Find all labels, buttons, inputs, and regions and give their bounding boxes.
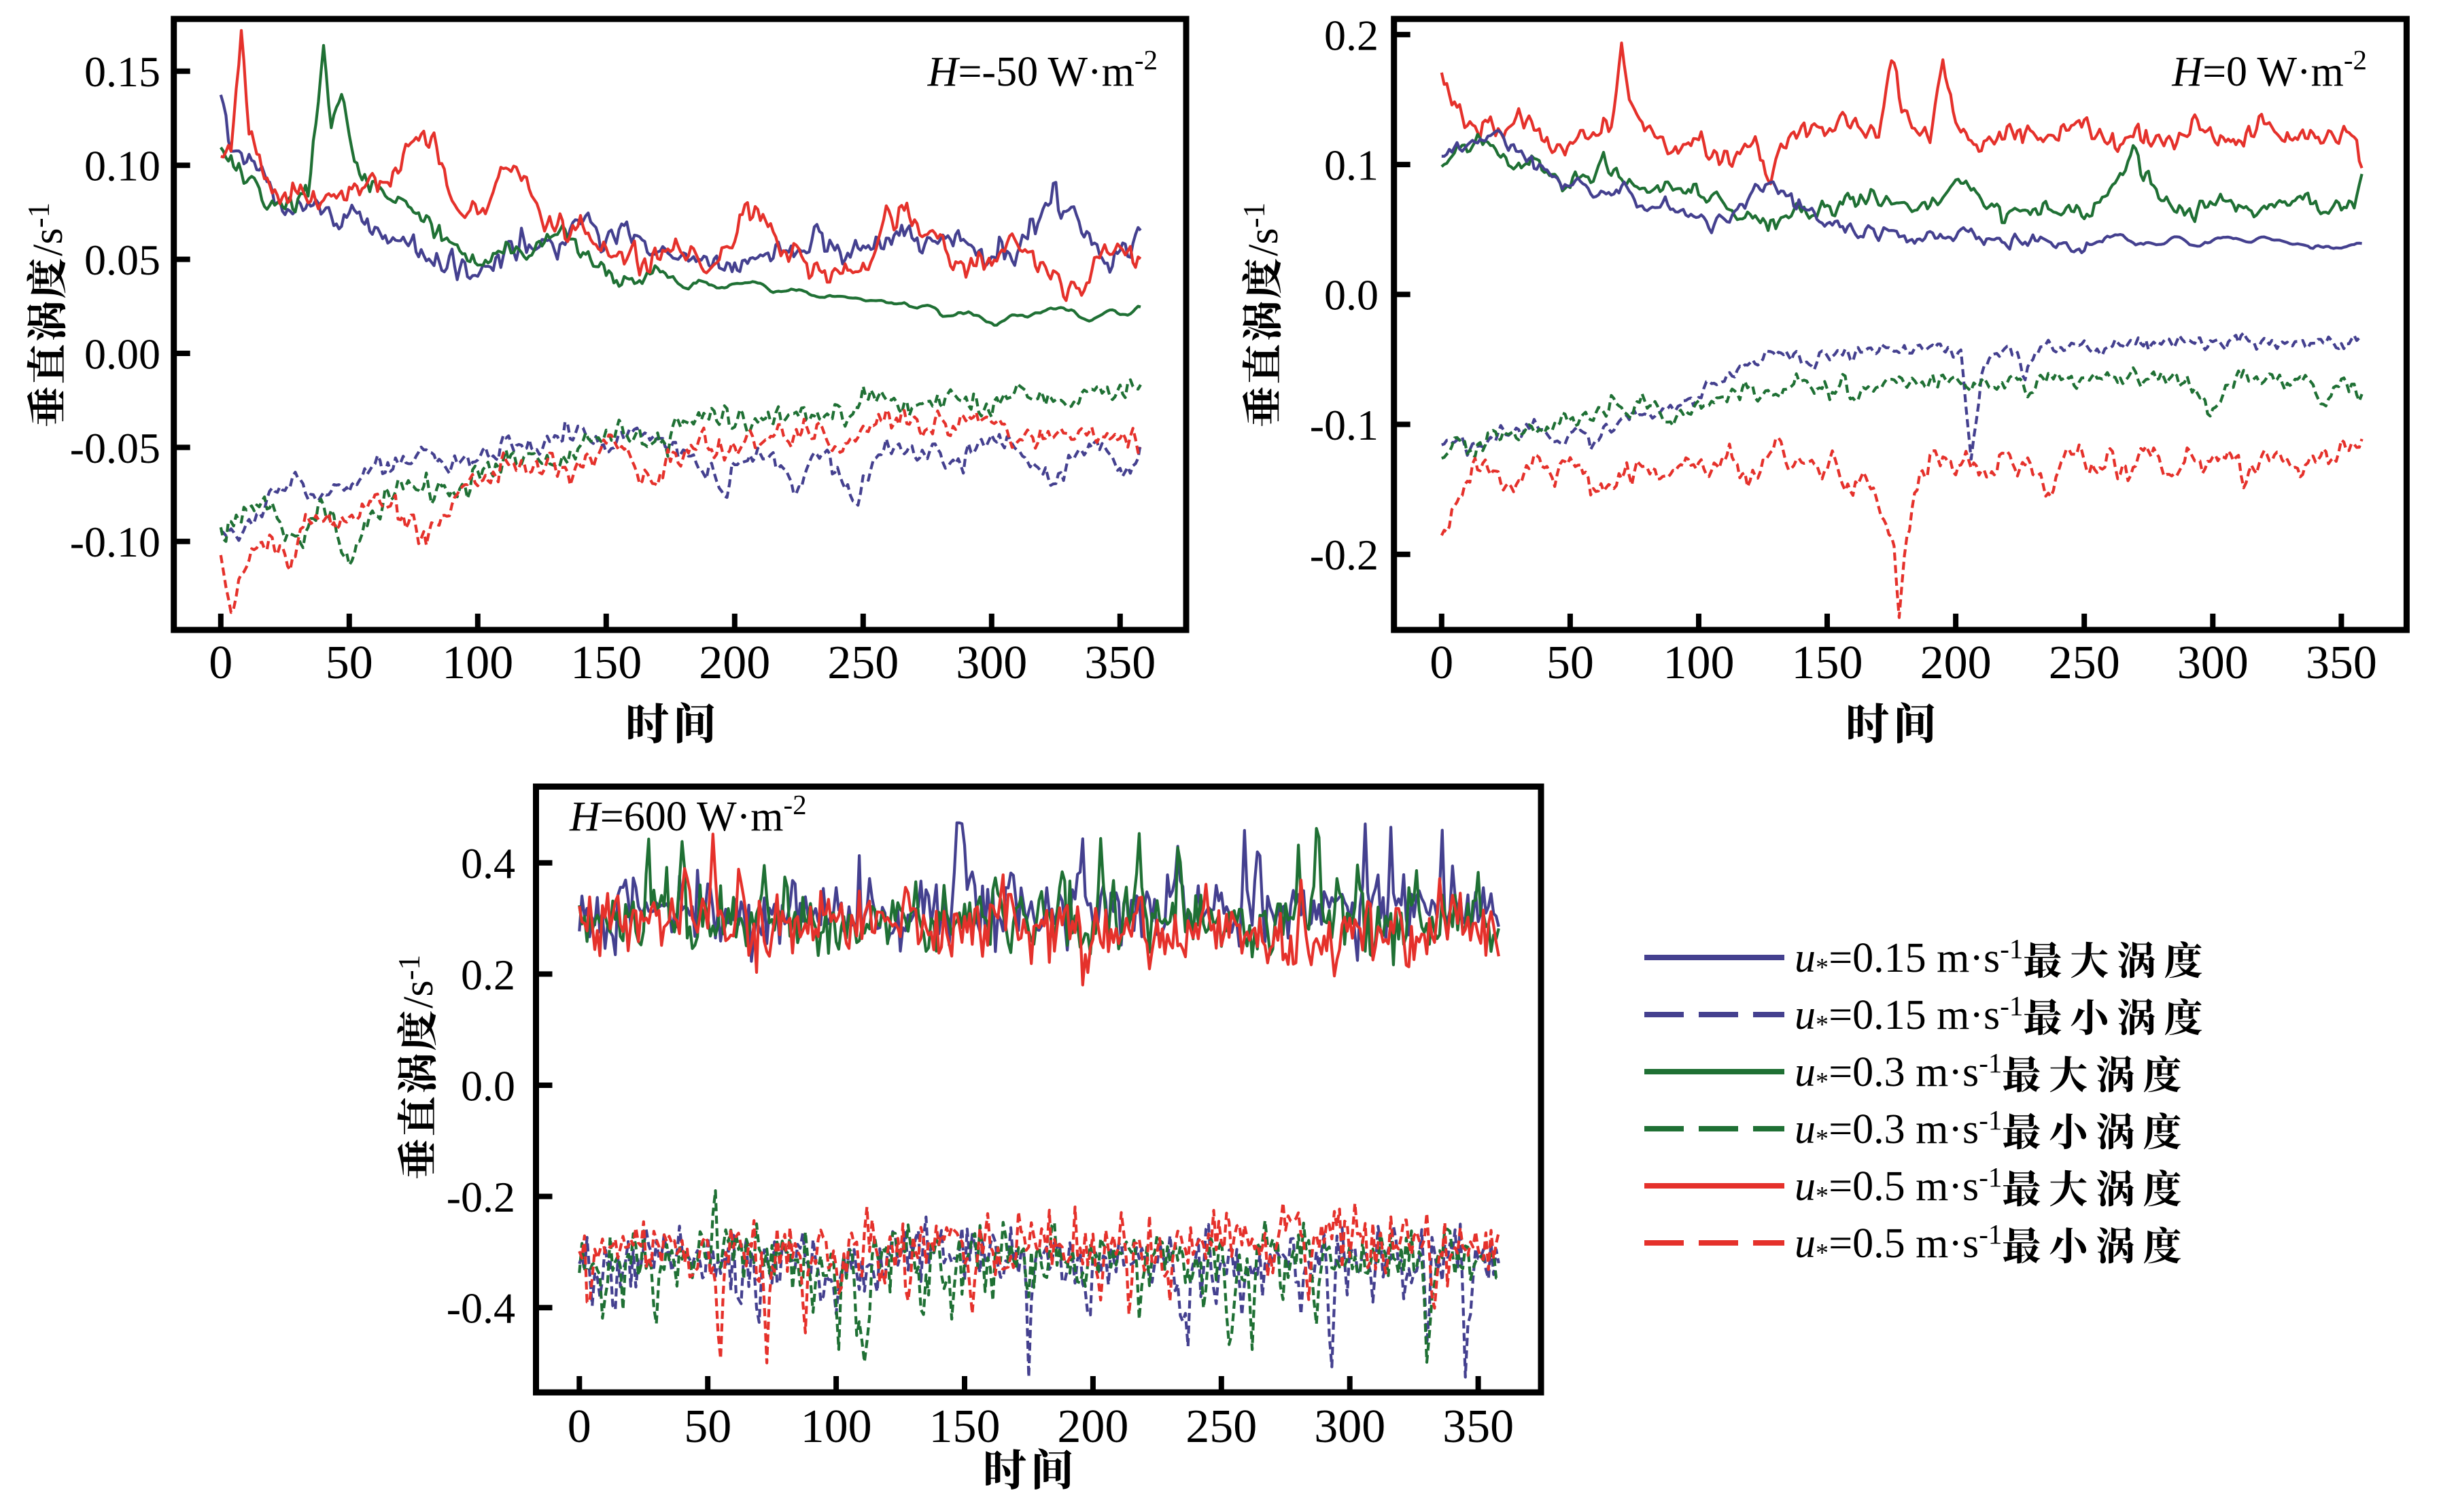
svg-text:-0.05: -0.05 <box>70 424 160 472</box>
svg-text:*: * <box>1816 953 1829 982</box>
svg-text:u: u <box>1795 935 1816 981</box>
svg-text:u: u <box>1795 1220 1816 1267</box>
svg-text:0.15: 0.15 <box>84 48 160 96</box>
svg-text:=0.15 m·s: =0.15 m·s <box>1829 992 2000 1038</box>
svg-text:-0.4: -0.4 <box>447 1284 515 1333</box>
svg-text:-0.1: -0.1 <box>1310 401 1379 449</box>
svg-text:300: 300 <box>2177 637 2249 689</box>
svg-text:*: * <box>1816 1239 1829 1267</box>
svg-text:-1: -1 <box>392 955 426 981</box>
svg-text:-0.10: -0.10 <box>70 518 160 566</box>
svg-text:-1: -1 <box>1979 1104 2002 1136</box>
svg-text:350: 350 <box>2306 637 2377 689</box>
svg-text:0: 0 <box>568 1401 591 1453</box>
svg-text:50: 50 <box>326 637 373 689</box>
svg-text:*: * <box>1816 1010 1829 1039</box>
svg-text:200: 200 <box>1920 637 1992 689</box>
svg-text:150: 150 <box>570 637 642 689</box>
svg-text:u: u <box>1795 1049 1816 1095</box>
svg-text:350: 350 <box>1084 637 1156 689</box>
svg-text:-1: -1 <box>2000 933 2023 964</box>
svg-text:=0.3 m·s: =0.3 m·s <box>1829 1049 1979 1095</box>
svg-text:=0.5 m·s: =0.5 m·s <box>1829 1220 1979 1267</box>
svg-text:u: u <box>1795 1163 1816 1210</box>
svg-text:50: 50 <box>684 1401 731 1453</box>
svg-text:H=-50 W·m-2: H=-50 W·m-2 <box>927 44 1158 95</box>
svg-text:250: 250 <box>1185 1401 1257 1453</box>
svg-text:300: 300 <box>956 637 1027 689</box>
svg-text:250: 250 <box>827 637 899 689</box>
svg-text:*: * <box>1816 1182 1829 1210</box>
svg-text:0: 0 <box>209 637 232 689</box>
svg-text:=0.3 m·s: =0.3 m·s <box>1829 1106 1979 1153</box>
svg-text:u: u <box>1795 992 1816 1038</box>
svg-text:250: 250 <box>2049 637 2120 689</box>
svg-text:100: 100 <box>442 637 513 689</box>
svg-text:0.2: 0.2 <box>1324 11 1379 59</box>
svg-text:0.10: 0.10 <box>84 142 160 190</box>
svg-text:0.05: 0.05 <box>84 236 160 284</box>
svg-text:350: 350 <box>1442 1401 1514 1453</box>
svg-text:/s: /s <box>396 980 442 1008</box>
svg-text:100: 100 <box>1663 637 1735 689</box>
svg-text:/s: /s <box>1241 228 1287 256</box>
svg-text:300: 300 <box>1314 1401 1385 1453</box>
svg-text:=0.15 m·s: =0.15 m·s <box>1829 935 2000 981</box>
svg-text:-1: -1 <box>1237 203 1271 228</box>
svg-text:150: 150 <box>1792 637 1863 689</box>
svg-text:0.0: 0.0 <box>461 1061 515 1110</box>
svg-text:0: 0 <box>1430 637 1453 689</box>
svg-text:=0.5 m·s: =0.5 m·s <box>1829 1163 1979 1210</box>
svg-text:u: u <box>1795 1106 1816 1153</box>
svg-text:/s: /s <box>25 228 71 256</box>
svg-text:-0.2: -0.2 <box>447 1173 515 1221</box>
svg-text:*: * <box>1816 1125 1829 1153</box>
svg-text:100: 100 <box>801 1401 872 1453</box>
svg-text:-1: -1 <box>22 203 56 228</box>
svg-text:-1: -1 <box>1979 1161 2002 1193</box>
svg-text:150: 150 <box>929 1401 1001 1453</box>
svg-text:0.2: 0.2 <box>461 951 515 999</box>
svg-text:-1: -1 <box>2000 990 2023 1021</box>
svg-text:-1: -1 <box>1979 1218 2002 1250</box>
svg-text:0.0: 0.0 <box>1324 271 1379 319</box>
svg-text:H=600 W·m-2: H=600 W·m-2 <box>569 789 807 840</box>
svg-text:*: * <box>1816 1068 1829 1096</box>
svg-text:200: 200 <box>1057 1401 1128 1453</box>
svg-text:-0.2: -0.2 <box>1310 531 1379 579</box>
svg-text:H=0 W·m-2: H=0 W·m-2 <box>2171 44 2367 95</box>
svg-text:0.1: 0.1 <box>1324 141 1379 190</box>
svg-text:200: 200 <box>699 637 770 689</box>
svg-text:0.00: 0.00 <box>84 330 160 378</box>
svg-text:50: 50 <box>1546 637 1594 689</box>
svg-text:-1: -1 <box>1979 1047 2002 1078</box>
svg-text:0.4: 0.4 <box>461 839 515 887</box>
